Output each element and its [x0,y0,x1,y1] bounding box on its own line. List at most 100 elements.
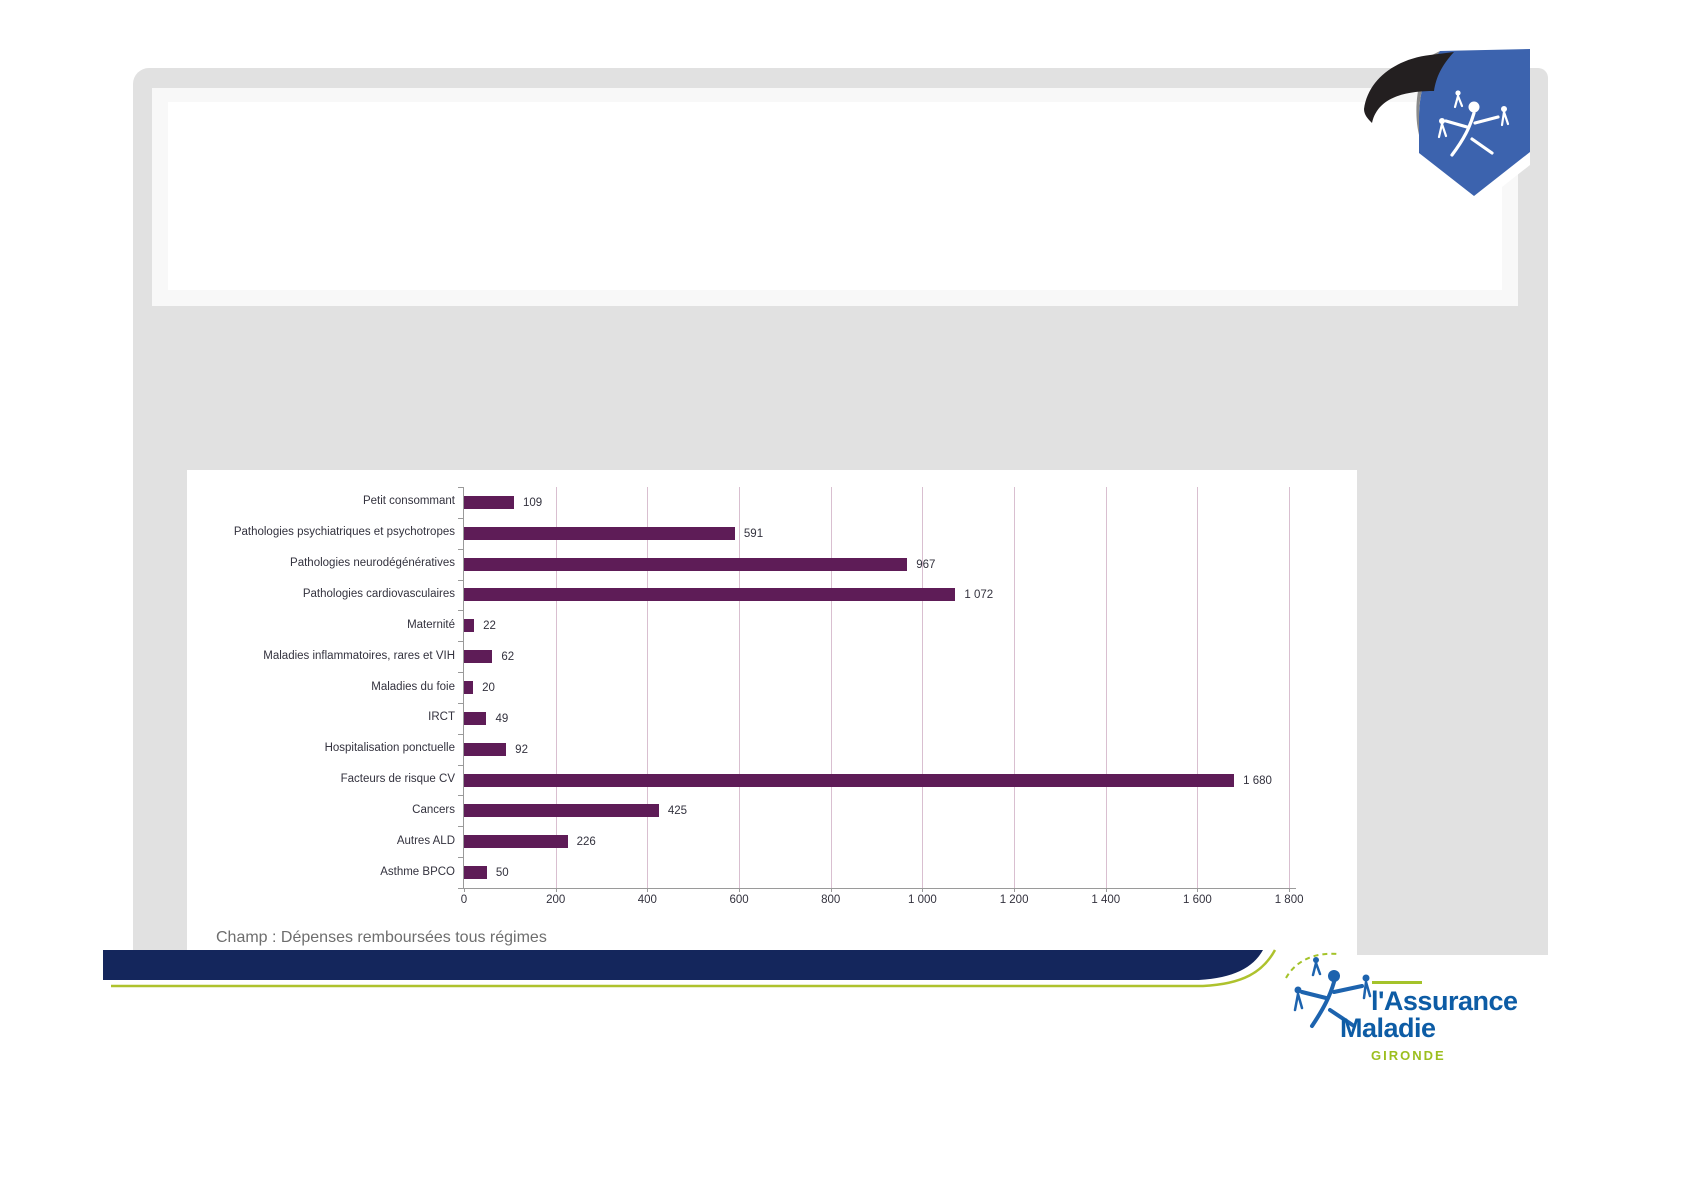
assurance-maladie-figure-icon [1285,952,1372,1028]
x-axis-tick [1197,888,1199,892]
category-axis-labels: Petit consommant Pathologies psychiatriqu… [187,487,463,888]
chart-bar [464,650,493,664]
category-label: Pathologies neurodégénératives [290,557,455,570]
category-label: Autres ALD [396,834,455,847]
logo-text-maladie: Maladie [1340,1013,1436,1043]
y-axis-tick [458,857,463,859]
footer-navy-band [103,950,1263,980]
x-gridline [830,487,832,888]
y-axis-tick [458,764,463,766]
x-tick-label: 600 [729,894,749,906]
category-label: Pathologies psychiatriques et psychotrop… [233,526,455,539]
x-axis-tick [647,888,649,892]
category-label: IRCT [428,711,455,724]
logo-text-gironde: GIRONDE [1371,1048,1446,1063]
bookmark-black-curl [1364,52,1454,123]
x-gridline [647,487,649,888]
x-gridline [922,487,924,888]
bookmark-ribbon-logo [1364,49,1530,209]
chart-bar [464,773,1235,787]
category-label: Asthme BPCO [380,865,455,878]
y-axis-tick [458,610,463,612]
bar-chart: 0 200 400 600 800 1 000 1 200 1 400 1 600 1 800 10… [187,470,1357,955]
y-axis-tick [458,548,463,550]
x-gridline [739,487,741,888]
y-axis-tick [458,702,463,704]
bar-value-label: 1 680 [1243,774,1272,787]
x-axis-tick [830,888,832,892]
x-gridline [555,487,557,888]
x-axis-tick [1289,888,1291,892]
slide-title-box [152,88,1518,306]
x-axis-tick [1014,888,1016,892]
bookmark-small-figures [1437,90,1510,139]
x-gridline [1289,487,1291,888]
bar-value-label: 92 [515,743,528,756]
bar-value-label: 967 [916,558,936,571]
x-axis-tick [555,888,557,892]
category-label: Maternité [407,618,455,631]
chart-footnote: Champ : Dépenses remboursées tous régime… [216,929,547,946]
footer-green-line [111,949,1277,988]
logo-text-assurance: l'Assurance [1371,986,1518,1016]
x-tick-label: 1 800 [1274,894,1304,906]
x-tick-label: 400 [637,894,657,906]
chart-bar [464,866,487,880]
chart-bar [464,835,568,849]
chart-bar [464,804,659,818]
bar-value-label: 591 [743,527,764,540]
bar-value-label: 49 [495,712,509,725]
chart-bar [464,711,487,725]
y-axis-tick [458,517,463,519]
y-axis-tick [458,641,463,643]
chart-bar [464,742,507,756]
logo-green-dash [1372,981,1422,984]
x-axis-tick [464,888,465,892]
y-axis-tick [458,733,463,735]
x-tick-label: 0 [460,894,468,906]
bookmark-figures [1444,101,1500,157]
category-label: Petit consommant [362,495,455,508]
x-gridline [1197,487,1199,888]
x-tick-label: 1 400 [1091,894,1121,906]
bar-value-label: 226 [576,836,596,849]
x-tick-label: 1 200 [999,894,1029,906]
category-label: Hospitalisation ponctuelle [324,742,455,755]
x-tick-label: 1 600 [1183,894,1212,906]
x-axis-tick [739,888,741,892]
category-label: Pathologies cardiovasculaires [302,587,455,600]
chart-bar [464,681,474,694]
y-axis-tick [458,672,463,674]
slide-title-placeholder [168,102,1502,290]
bar-value-label: 62 [501,651,515,664]
category-label: Facteurs de risque CV [340,773,455,786]
chart-bar [464,526,735,540]
chart-bar [464,557,908,571]
y-axis-tick [458,795,463,797]
bar-value-label: 50 [495,867,509,880]
y-axis-tick [458,487,463,488]
x-tick-label: 1 000 [908,894,937,906]
bookmark-white-chevron [1419,152,1530,209]
bookmark-blue-banner [1419,49,1530,208]
x-tick-label: 800 [821,894,841,906]
y-axis-tick [458,579,463,581]
chart-bar [464,495,514,509]
x-axis-tick [1105,888,1107,892]
chart-bar [464,619,475,633]
bar-value-label: 1 072 [964,589,994,602]
x-tick-label: 200 [546,894,566,906]
figure-green-swoosh [1285,952,1339,979]
bar-value-label: 425 [667,805,687,818]
chart-bar [464,588,956,602]
footer-band [103,949,1277,988]
x-gridline [1105,487,1107,888]
y-axis-tick [458,888,463,889]
plot-area: 0 200 400 600 800 1 000 1 200 1 400 1 600 1 800 10… [458,487,1304,906]
bar-value-label: 20 [482,682,495,694]
bar-value-label: 22 [483,620,496,633]
bar-value-label: 109 [522,496,543,509]
category-label: Maladies inflammatoires, rares et VIH [263,649,455,662]
x-gridline [1014,487,1016,888]
